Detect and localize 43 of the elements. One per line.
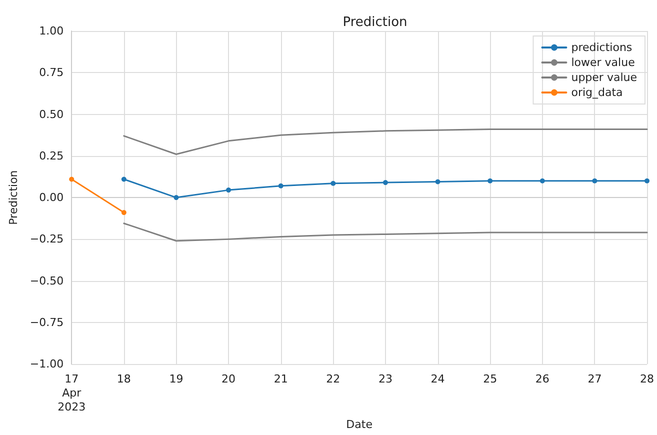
x-tick-label: 20 [222,372,236,386]
x-tick-label: 23 [378,372,392,386]
chart-title: Prediction [342,15,408,30]
x-tick-label: 18 [116,372,131,386]
y-tick-label: 1.00 [39,24,64,38]
line-series [123,128,648,155]
y-tick-label: 0.50 [39,108,64,121]
x-axis-title: Date [346,418,373,431]
x-tick-label: 27 [588,372,602,386]
point [226,188,232,193]
point [488,178,493,184]
point [382,180,388,186]
point [330,180,336,186]
point [69,176,74,182]
point [644,178,650,184]
y-tick-label: −0.75 [30,316,64,329]
point [121,176,126,182]
y-tick-label: 0.75 [39,66,64,80]
legend-label: predictions [571,41,632,54]
line-series [123,222,648,242]
point [174,195,179,200]
x-tick-label: 25 [483,372,498,386]
x-tick-label: 28 [640,372,654,386]
x-tick-label: 17 Apr 2023 [58,372,86,414]
x-tick-label: 21 [274,372,288,386]
legend-label: lower value [571,56,636,69]
legend-label: upper value [571,71,638,84]
point [278,183,284,188]
y-tick-label: −0.25 [30,232,64,246]
y-tick-label: 0.25 [39,149,64,162]
x-tick-label: 22 [326,372,340,386]
x-tick-label: 26 [535,372,550,386]
point [435,179,440,184]
x-tick-label: 24 [430,372,445,386]
legend-label: orig_data [571,86,623,99]
y-tick-label: 0.00 [39,191,64,204]
point [540,178,545,184]
point [121,210,126,216]
x-tick-label: 19 [169,372,184,386]
y-axis-title: Prediction [7,170,20,225]
point [592,178,598,184]
y-tick-label: −0.50 [30,274,64,288]
y-tick-label: −1.00 [30,358,64,371]
